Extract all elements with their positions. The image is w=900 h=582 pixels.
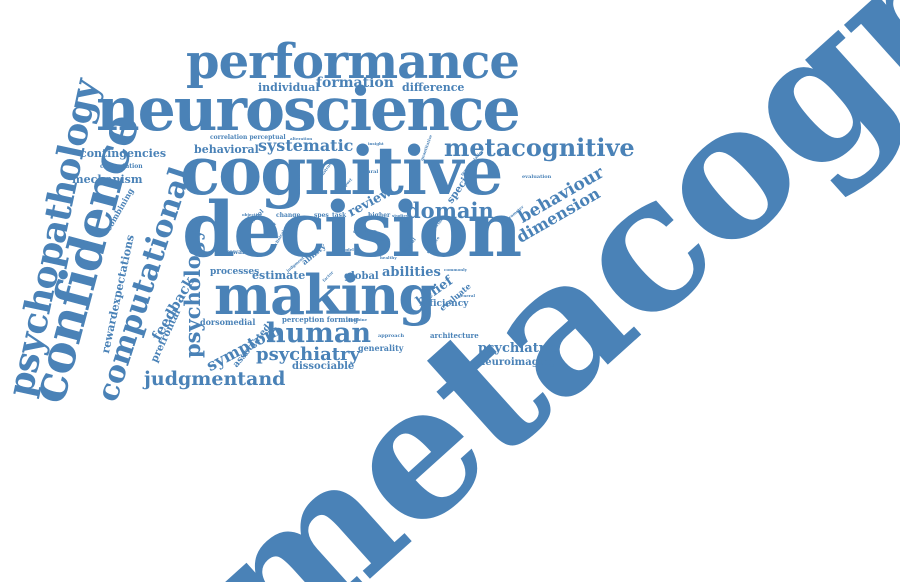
word-global: global <box>344 271 379 282</box>
word-neuroimaging: neuroimaging <box>478 357 557 368</box>
word-evaluation: evaluation <box>522 174 552 180</box>
word-systematic: systematic <box>258 136 354 155</box>
word-architecture: architecture <box>430 331 479 340</box>
word-healthy: healthy <box>380 255 397 260</box>
word-lower: lower <box>364 228 377 233</box>
word-approach: approach <box>378 333 405 339</box>
word-making: making <box>214 263 436 327</box>
word-performance: performance <box>186 34 520 90</box>
word-generality: generality <box>358 343 404 353</box>
word-change: change <box>276 212 301 219</box>
word-general: general <box>458 293 476 298</box>
word-contingencies: contingencies <box>80 147 167 160</box>
word-domain: domain <box>406 198 494 223</box>
word-cognitive: cognitive <box>180 132 503 210</box>
word-spes: spes <box>314 212 329 219</box>
word-commonly: commonly <box>444 267 467 272</box>
word-processes: processes <box>210 267 260 277</box>
word-difference: difference <box>402 81 465 94</box>
word-perception-forming: perception forming <box>282 315 359 324</box>
word-formation: formation <box>316 75 394 91</box>
word-objective: objective <box>242 212 263 217</box>
word-psychiatry: psychiatry <box>256 344 360 365</box>
word-judgmentand: judgmentand <box>144 368 286 390</box>
word-efficiency: efficiency <box>420 299 469 309</box>
word-human: human <box>266 318 371 349</box>
word-combine: combine <box>348 317 368 322</box>
word-higher: higher <box>368 212 391 219</box>
word-alteration: alteration <box>290 136 313 141</box>
word-estimate: estimate <box>252 269 306 282</box>
word-neuroscience: neuroscience <box>96 75 521 145</box>
word-psychiatric: psychiatric <box>478 341 559 356</box>
word-dorsomedial: dorsomedial <box>200 317 256 327</box>
word-abilities: abilities <box>382 265 441 280</box>
word-model: model <box>340 247 354 252</box>
word-behavioral: behavioral <box>194 143 259 156</box>
word-insight: insight <box>368 141 384 146</box>
word-correlation-perceptual: correlation perceptual <box>210 134 286 141</box>
word-individual: individual <box>258 81 320 94</box>
word-decision: decision <box>182 185 522 274</box>
word-dissociable: dissociable <box>292 361 355 372</box>
word-neural: neural <box>360 169 379 175</box>
word-task: task <box>332 212 347 219</box>
word-mechanism: mechanism <box>72 173 143 186</box>
word-reward: reward <box>226 249 250 256</box>
word-shift: shift <box>380 237 391 242</box>
word-metacognitive: metacognitive <box>444 133 635 162</box>
word-studies: studies <box>392 213 409 218</box>
word-computation: computation <box>100 163 143 170</box>
